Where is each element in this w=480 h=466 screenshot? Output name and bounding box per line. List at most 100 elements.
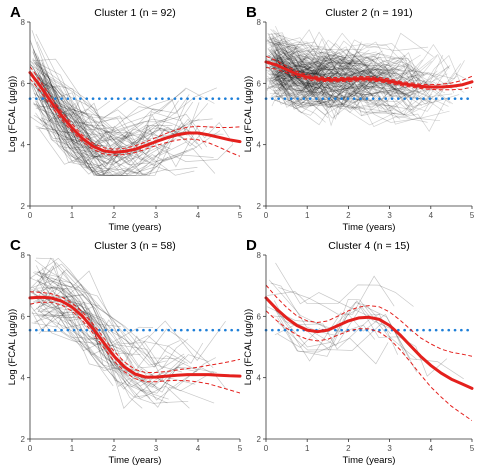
trajectory-line [34, 73, 198, 168]
trajectory-line [38, 74, 166, 156]
trajectory-line [271, 62, 345, 79]
individual-trajectories [266, 262, 464, 380]
trajectory-line [266, 51, 361, 75]
trajectory-line [31, 83, 131, 166]
panel-3: C Cluster 3 (n = 58) 0 1 2 3 4 5 2 4 6 8 Time (years… [7, 237, 243, 466]
trajectory-line [31, 301, 113, 356]
x-axis-title: Time (years) [343, 222, 396, 233]
trajectory-line [275, 53, 432, 89]
trajectory-line [37, 297, 169, 409]
trajectory-line [277, 51, 347, 91]
trajectory-line [267, 72, 444, 113]
trajectory-line [270, 41, 410, 88]
trajectory-line [31, 288, 105, 340]
trajectory-line [274, 45, 362, 73]
trajectory-line [268, 279, 391, 335]
ci-upper-line [30, 291, 240, 373]
trajectory-line [277, 327, 321, 348]
panel-1: A Cluster 1 (n = 92) 0 1 2 3 4 5 2 4 6 8 Time (years… [7, 4, 243, 233]
trajectory-line [267, 306, 376, 340]
trajectory-line [275, 32, 383, 81]
x-tick-label: 3 [387, 211, 392, 220]
trajectory-line [31, 82, 213, 160]
trajectory-line [272, 66, 344, 90]
trajectory-line [35, 69, 101, 140]
x-tick-label: 0 [28, 211, 33, 220]
panel-title: Cluster 1 (n = 92) [94, 7, 175, 19]
trajectory-line [266, 64, 344, 104]
trajectory-line [276, 52, 333, 101]
trajectory-line [32, 50, 156, 159]
trajectory-line [276, 59, 393, 117]
y-tick-label: 4 [21, 374, 26, 383]
ci-upper-line [30, 66, 240, 150]
trajectory-line [35, 33, 186, 137]
trajectory-line [266, 58, 451, 100]
trajectory-line [267, 38, 438, 84]
trajectory-line [272, 77, 408, 117]
fitted-mean-line [264, 60, 474, 89]
trajectory-line [32, 58, 171, 161]
individual-trajectories [30, 30, 234, 176]
trajectory-line [38, 270, 226, 362]
trajectory-line [270, 61, 425, 98]
trajectory-line [41, 81, 122, 162]
trajectory-line [273, 54, 444, 82]
trajectory-line [268, 37, 325, 77]
trajectory-line [40, 82, 189, 140]
trajectory-line [273, 92, 374, 110]
trajectory-line [277, 42, 376, 82]
trajectory-line [31, 74, 173, 155]
y-axis-title: Log (FCAL (µg/g)) [7, 76, 18, 152]
trajectory-line [36, 288, 104, 364]
trajectory-line [41, 62, 109, 140]
y-axis-title: Log (FCAL (µg/g)) [7, 309, 18, 385]
trajectory-line [267, 43, 375, 88]
panel-letter: A [10, 4, 21, 21]
trajectory-line [271, 58, 436, 112]
trajectory-line [274, 49, 314, 91]
trajectory-line [269, 77, 381, 113]
trajectory-line [268, 36, 425, 76]
trajectory-line [41, 276, 121, 327]
y-tick-label: 6 [257, 312, 262, 321]
x-tick-label: 4 [429, 444, 434, 453]
trajectory-line [269, 57, 420, 94]
trajectory-line [269, 81, 407, 117]
fitted-mean-line [28, 71, 242, 154]
trajectory-line [271, 63, 428, 128]
trajectory-line [275, 53, 354, 69]
trajectory-line [271, 36, 355, 90]
x-tick-label: 2 [112, 211, 117, 220]
trajectory-line [274, 31, 450, 88]
trajectory-line [37, 56, 224, 148]
trajectory-line [40, 60, 217, 142]
trajectory-line [277, 37, 421, 76]
trajectory-line [276, 68, 399, 92]
trajectory-line [35, 265, 100, 307]
y-tick-label: 6 [21, 312, 26, 321]
trajectory-line [272, 94, 329, 119]
trajectory-line [34, 298, 148, 398]
y-tick-label: 8 [257, 251, 262, 260]
trajectory-line [40, 117, 103, 170]
x-tick-label: 2 [112, 444, 117, 453]
trajectory-line [276, 73, 397, 102]
x-tick-label: 4 [196, 211, 201, 220]
trajectory-line [269, 51, 348, 105]
x-tick-label: 2 [346, 211, 351, 220]
y-tick-label: 2 [257, 435, 262, 444]
trajectory-line [37, 77, 79, 155]
trajectory-line [273, 54, 423, 72]
trajectory-line [271, 43, 331, 86]
trajectory-line [276, 54, 397, 77]
trajectory-line [39, 77, 234, 160]
trajectory-line [272, 68, 381, 104]
trajectory-line [35, 257, 214, 372]
ci-lower-line [30, 301, 240, 394]
trajectory-line [272, 84, 441, 122]
fitted-mean-line [28, 295, 242, 379]
trajectory-line [271, 59, 329, 76]
trajectory-line [36, 279, 167, 366]
y-axis-title: Log (FCAL (µg/g)) [243, 76, 254, 152]
